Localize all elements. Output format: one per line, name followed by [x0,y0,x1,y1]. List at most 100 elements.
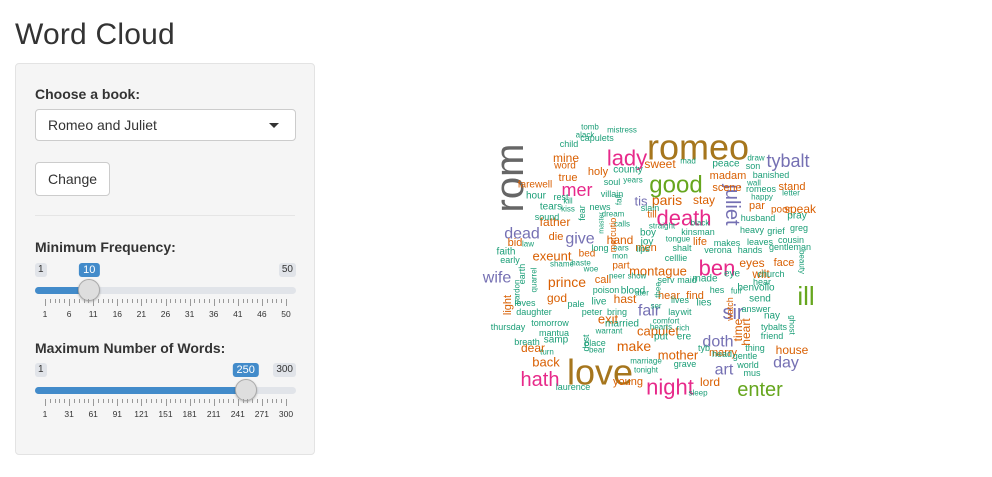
slider-fill [35,287,90,294]
slider-tick [208,399,210,403]
cloud-word: mistress [607,126,637,135]
page-title: Word Cloud [15,18,175,51]
cloud-word: mer [562,180,593,200]
change-button[interactable]: Change [35,162,110,196]
cloud-word: mad [680,157,696,166]
slider-tick [136,299,138,303]
slider-tick [112,299,114,303]
cloud-word: hearts [650,323,672,332]
cloud-word: county [613,165,642,176]
cloud-word: rom [488,144,532,213]
slider-tick [204,299,206,303]
slider-tick [247,299,249,303]
book-select[interactable]: Romeo and Juliet [35,109,296,141]
cloud-word: slain [641,203,660,213]
slider-tick [160,399,162,403]
cloud-word: word [553,161,576,172]
slider-value-label: 10 [79,263,100,277]
slider-tick-label: 1 [42,409,48,419]
slider-tick [88,299,90,303]
slider-tick [64,399,66,403]
cloud-word: world [736,360,759,370]
slider-handle[interactable] [78,279,101,301]
cloud-word: ere [677,332,692,343]
cloud-word: calls [614,220,630,229]
slider-tick [141,299,143,306]
cloud-word: call [595,274,612,286]
cloud-word: comfort [653,317,680,326]
slider-tick [175,299,177,303]
cloud-word: earth [517,264,527,285]
cloud-word: paris [652,192,682,208]
cloud-word: peter [582,307,603,317]
cloud-word: till [647,210,656,221]
cloud-word: hes [710,285,725,295]
cloud-word: day [773,355,799,372]
cloud-word: beauty [798,250,807,274]
min-frequency-slider[interactable]: 1 50 10 1 6 11 16 21 26 31 36 41 46 50 [35,263,296,353]
cloud-word: hear [753,277,771,287]
cloud-word: bring [607,307,627,317]
cloud-word: made [692,274,717,285]
book-select-label: Choose a book: [35,86,141,102]
slider-tick [78,299,80,303]
cloud-word: speak [784,202,817,216]
slider-tick-label: 36 [208,309,219,319]
cloud-word: cousin [778,235,804,245]
cloud-word: shalt [672,243,692,253]
cloud-word: send [749,294,771,305]
cloud-word: leaves [747,237,774,247]
cloud-word: villain [601,189,624,199]
slider-tick [204,399,206,403]
cloud-word: lips [636,244,650,254]
slider-tick [165,399,167,406]
cloud-word: samp [544,335,569,346]
cloud-word: give [565,231,594,248]
slider-track[interactable] [35,287,296,294]
cloud-word: maid [677,275,697,285]
cloud-word: face [774,257,795,269]
slider-tick [261,399,263,406]
cloud-word: laurence [556,382,591,392]
slider-tick-label: 31 [64,409,74,419]
slider-tick [271,399,273,403]
cloud-word: hand [607,233,634,247]
cloud-word: long [591,243,608,253]
cloud-word: eyes [739,256,764,270]
cloud-word: law [522,240,534,249]
cloud-word: tomorrow [531,318,569,328]
slider-tick [252,299,254,303]
slider-tick [208,299,210,303]
cloud-word: bear [589,346,605,355]
cloud-word: hour [526,191,547,202]
min-frequency-label: Minimum Frequency: [35,239,176,255]
slider-tick [54,299,56,303]
slider-ticks [35,399,296,407]
cloud-word: tongue [666,235,691,244]
slider-tick [170,399,172,403]
max-words-label: Maximum Number of Words: [35,340,226,356]
slider-tick [266,299,268,303]
slider-tick [117,399,119,406]
cloud-word: bed [579,249,596,260]
slider-handle[interactable] [234,379,257,401]
cloud-word: romeos [746,184,777,194]
max-words-slider[interactable]: 1 300 250 1 31 61 91 121 151 181 211 241 271 300 [35,363,296,453]
slider-tick-label: 271 [254,409,269,419]
cloud-word: ill [797,281,814,311]
cloud-word: son [746,161,761,171]
sidebar-panel: Choose a book: Romeo and Juliet Change M… [15,63,315,455]
slider-min-label: 1 [35,363,47,377]
cloud-word: gentle [733,351,758,361]
cloud-word: greg [790,223,808,233]
cloud-word: find [686,290,704,302]
cloud-word: back [532,355,560,370]
cloud-word: married [605,319,639,330]
cloud-word: ser [650,302,661,311]
slider-tick [223,299,225,303]
slider-tick [223,399,225,403]
slider-tick-label: 241 [230,409,245,419]
slider-tick [286,399,287,406]
cloud-word: child [560,139,579,149]
